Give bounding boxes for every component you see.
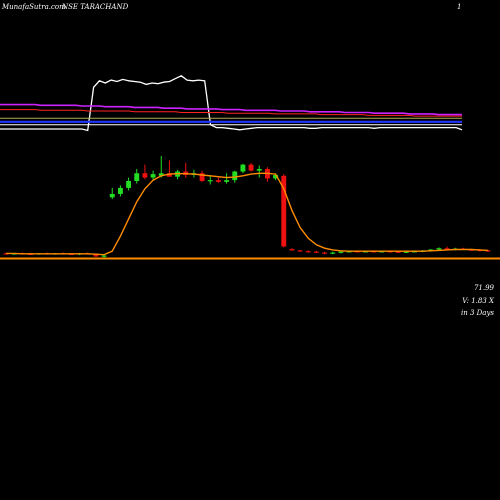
candle-body [403, 251, 409, 253]
candle-body [93, 253, 99, 257]
candle-body [207, 180, 213, 182]
candle-body [199, 173, 205, 182]
candle-body [305, 251, 311, 253]
header-right-marker: 1 [457, 3, 462, 11]
candle-body [232, 171, 238, 181]
indicator-line-1 [0, 103, 462, 116]
period-label: in 3 Days [461, 309, 494, 317]
candle-body [338, 251, 344, 253]
candle-body [166, 173, 172, 177]
candle-body [109, 193, 115, 198]
site-watermark: MunafaSutra.com [2, 3, 66, 11]
candle-body [395, 251, 401, 253]
candle-body [150, 174, 156, 178]
price-panel [0, 156, 500, 260]
candle-body [313, 251, 319, 253]
candle-body [142, 173, 148, 178]
candle-body [224, 180, 230, 182]
candle-body [256, 168, 262, 171]
candle-body [297, 250, 303, 252]
candle-body [117, 187, 123, 194]
moving-average-line [6, 172, 488, 256]
candle-body [134, 173, 140, 182]
candle-body [436, 248, 442, 250]
candle-body [240, 164, 246, 172]
candle-body [485, 250, 491, 252]
candle-body [158, 173, 164, 176]
chart-symbol-title: NSE TARACHAND [62, 3, 129, 11]
indicator-line-2 [0, 109, 462, 117]
indicator-panel [0, 75, 463, 132]
indicator-line-0 [0, 75, 463, 132]
candle-body [289, 249, 295, 251]
candle-body [281, 175, 287, 247]
candle-body [3, 253, 9, 255]
candle-body [248, 164, 254, 171]
candle-body [322, 252, 328, 254]
candle-body [215, 180, 221, 182]
volume-ratio-label: V: 1.83 X [462, 297, 494, 305]
last-price-label: 71.99 [473, 284, 494, 292]
candle-body [273, 174, 279, 179]
candle-body [330, 252, 336, 254]
candle-body [101, 255, 107, 257]
candle-body [126, 181, 132, 188]
candle-body [444, 248, 450, 250]
